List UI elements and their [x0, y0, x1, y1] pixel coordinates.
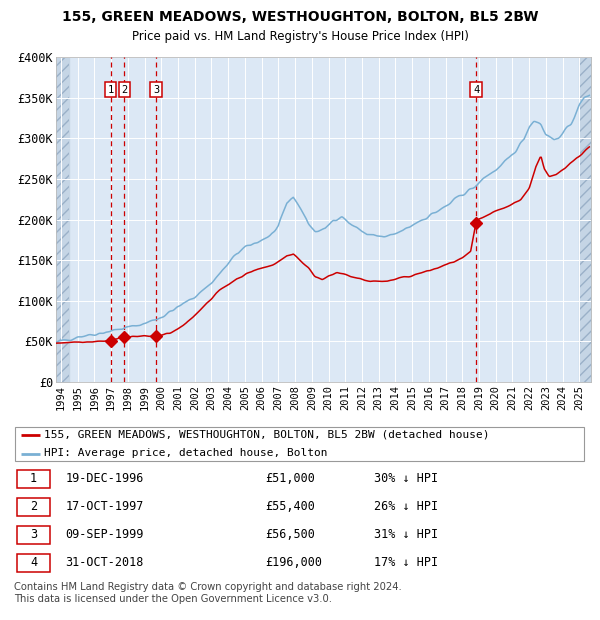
Text: 19-DEC-1996: 19-DEC-1996 — [65, 472, 144, 485]
Text: £196,000: £196,000 — [266, 557, 323, 570]
Bar — [56, 57, 70, 382]
Text: HPI: Average price, detached house, Bolton: HPI: Average price, detached house, Bolt… — [44, 448, 327, 459]
Text: 3: 3 — [153, 84, 159, 94]
Text: 31% ↓ HPI: 31% ↓ HPI — [374, 528, 439, 541]
Text: 4: 4 — [473, 84, 479, 94]
Text: 17% ↓ HPI: 17% ↓ HPI — [374, 557, 439, 570]
Bar — [579, 57, 591, 382]
Text: £55,400: £55,400 — [266, 500, 316, 513]
Text: 31-OCT-2018: 31-OCT-2018 — [65, 557, 144, 570]
Text: 155, GREEN MEADOWS, WESTHOUGHTON, BOLTON, BL5 2BW: 155, GREEN MEADOWS, WESTHOUGHTON, BOLTON… — [62, 10, 538, 24]
Text: 1: 1 — [107, 84, 114, 94]
Text: 4: 4 — [30, 557, 37, 570]
Text: £51,000: £51,000 — [266, 472, 316, 485]
FancyBboxPatch shape — [17, 554, 50, 572]
Text: 155, GREEN MEADOWS, WESTHOUGHTON, BOLTON, BL5 2BW (detached house): 155, GREEN MEADOWS, WESTHOUGHTON, BOLTON… — [44, 430, 489, 440]
Text: 17-OCT-1997: 17-OCT-1997 — [65, 500, 144, 513]
Text: 2: 2 — [121, 84, 128, 94]
Text: 1: 1 — [30, 472, 37, 485]
FancyBboxPatch shape — [17, 526, 50, 544]
Text: 30% ↓ HPI: 30% ↓ HPI — [374, 472, 439, 485]
Text: 09-SEP-1999: 09-SEP-1999 — [65, 528, 144, 541]
FancyBboxPatch shape — [17, 498, 50, 516]
FancyBboxPatch shape — [15, 427, 584, 461]
Text: Price paid vs. HM Land Registry's House Price Index (HPI): Price paid vs. HM Land Registry's House … — [131, 30, 469, 43]
FancyBboxPatch shape — [17, 470, 50, 488]
Text: £56,500: £56,500 — [266, 528, 316, 541]
Text: Contains HM Land Registry data © Crown copyright and database right 2024.
This d: Contains HM Land Registry data © Crown c… — [14, 582, 402, 604]
Text: 3: 3 — [30, 528, 37, 541]
Text: 2: 2 — [30, 500, 37, 513]
Text: 26% ↓ HPI: 26% ↓ HPI — [374, 500, 439, 513]
